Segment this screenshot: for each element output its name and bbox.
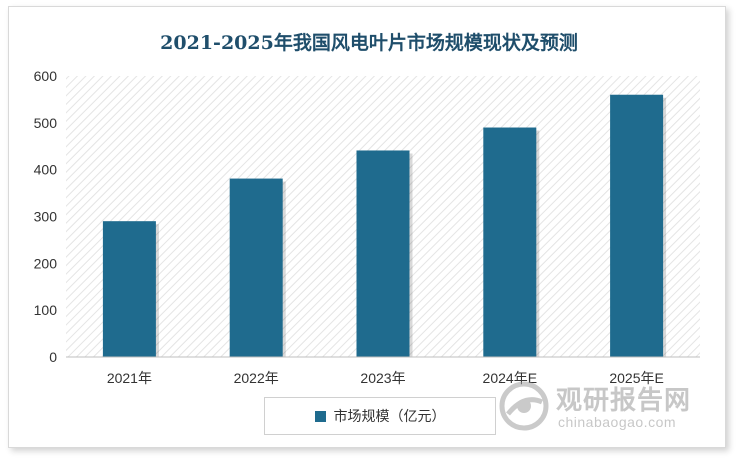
x-tick-label: 2025年E (609, 370, 663, 386)
x-tick-label: 2022年 (234, 370, 279, 386)
y-tick-label: 400 (34, 162, 58, 178)
bar-2 (229, 178, 283, 357)
bar-4 (483, 127, 537, 358)
watermark-en-text: chinabaogao.com (558, 414, 677, 430)
legend-label: 市场规模（亿元） (333, 409, 446, 425)
y-tick-label: 500 (34, 115, 58, 131)
x-tick-label: 2023年 (360, 370, 405, 386)
x-tick-label: 2021年 (107, 370, 152, 386)
y-tick-label: 100 (34, 302, 58, 318)
bar-1 (102, 221, 156, 357)
legend-swatch (314, 410, 326, 422)
legend: 市场规模（亿元） (264, 397, 496, 435)
watermark-cn-text: 观研报告网 (556, 386, 692, 416)
bar-3 (356, 150, 410, 357)
watermark-logo-icon (499, 381, 549, 431)
y-tick-label: 600 (34, 68, 58, 84)
bar-5 (610, 94, 664, 357)
y-tick-label: 300 (34, 209, 58, 225)
y-tick-label: 0 (49, 349, 57, 365)
y-tick-label: 200 (34, 255, 58, 271)
chart-title: 2021-2025年我国风电叶片市场规模现状及预测 (160, 32, 578, 54)
watermark: 观研报告网 chinabaogao.com (498, 378, 698, 438)
